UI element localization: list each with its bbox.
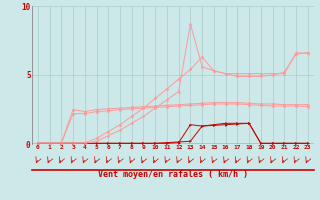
X-axis label: Vent moyen/en rafales ( km/h ): Vent moyen/en rafales ( km/h ) bbox=[98, 170, 248, 179]
